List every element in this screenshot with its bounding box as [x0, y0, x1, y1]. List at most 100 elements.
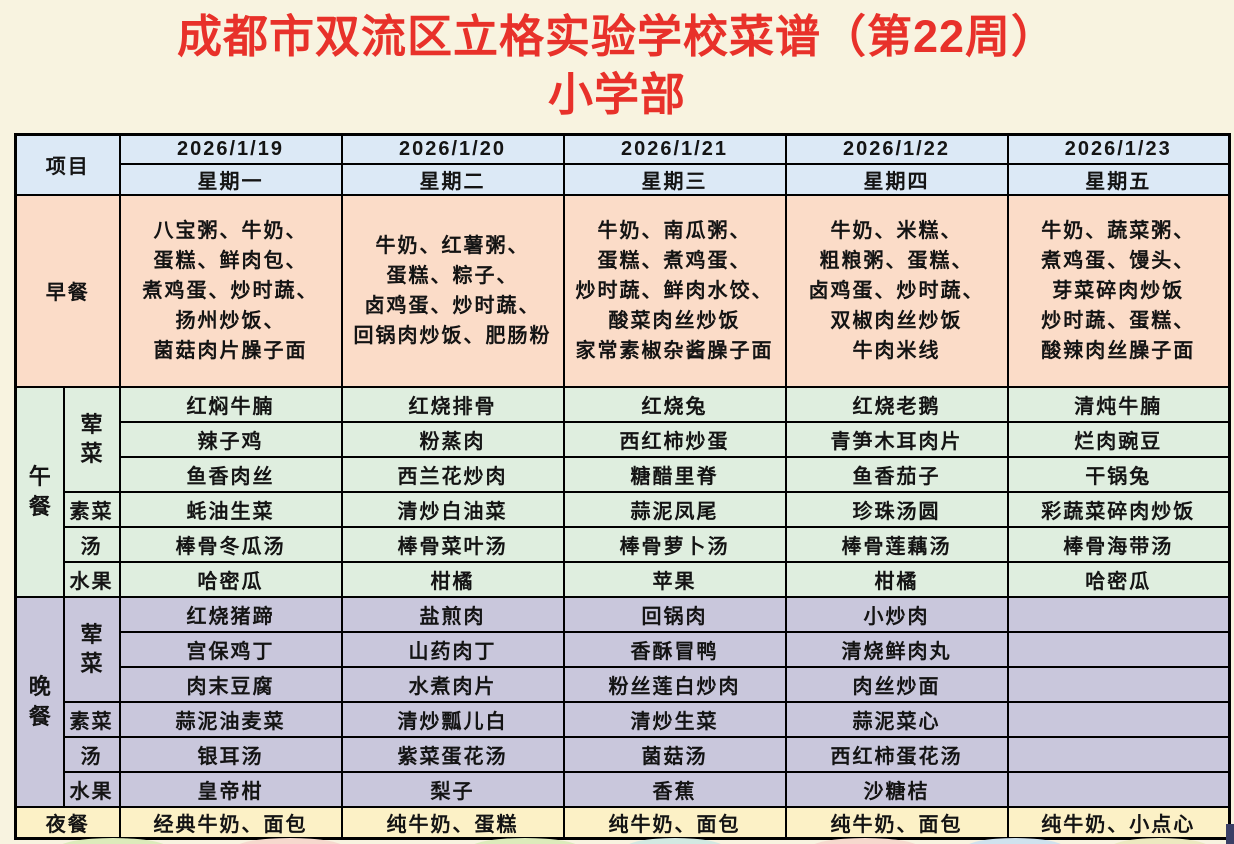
breakfast-cell-thu: 牛奶、米糕、 粗粮粥、蛋糕、 卤鸡蛋、炒时蔬、 双椒肉丝炒饭 牛肉米线: [784, 193, 1009, 388]
dish-cell: [1006, 665, 1231, 703]
dish-cell: [1006, 770, 1231, 808]
weekday-cell-tue: 星期二: [340, 162, 565, 196]
dish-cell: 青笋木耳肉片: [784, 420, 1009, 458]
dish-cell: 红烧猪蹄: [118, 595, 343, 633]
decor-shape: [625, 838, 725, 844]
dish-cell: 清炒白油菜: [340, 490, 565, 528]
dish-cell: 蚝油生菜: [118, 490, 343, 528]
corner-cell: 项目: [14, 133, 121, 196]
dish-cell: 西红柿炒蛋: [562, 420, 787, 458]
dish-cell: 水煮肉片: [340, 665, 565, 703]
menu-table: 项目 2026/1/19 2026/1/20 2026/1/21 2026/1/…: [14, 133, 1231, 840]
dinner-meat-label: 荤菜: [62, 595, 121, 703]
breakfast-label: 早餐: [14, 193, 121, 388]
night-cell-tue: 纯牛奶、蛋糕: [340, 805, 565, 840]
dish-cell: 糖醋里脊: [562, 455, 787, 493]
date-cell-thu: 2026/1/22: [784, 133, 1009, 165]
date-cell-tue: 2026/1/20: [340, 133, 565, 165]
dish-cell: 清炒生菜: [562, 700, 787, 738]
lunch-fruit-label: 水果: [62, 560, 121, 598]
dish-cell: 干锅兔: [1006, 455, 1231, 493]
dish-cell: 哈密瓜: [1006, 560, 1231, 598]
weekday-cell-thu: 星期四: [784, 162, 1009, 196]
dish-cell: 红焖牛腩: [118, 385, 343, 423]
dish-cell: 柑橘: [340, 560, 565, 598]
lunch-meat-label: 荤菜: [62, 385, 121, 493]
decor-shape: [58, 838, 168, 844]
date-cell-wed: 2026/1/21: [562, 133, 787, 165]
dish-cell: 蒜泥凤尾: [562, 490, 787, 528]
night-cell-thu: 纯牛奶、面包: [784, 805, 1009, 840]
dinner-veg-label: 素菜: [62, 700, 121, 738]
dish-cell: 棒骨莲藕汤: [784, 525, 1009, 563]
page-title-line1: 成都市双流区立格实验学校菜谱（第22周）: [176, 11, 1058, 62]
dish-cell: 蒜泥菜心: [784, 700, 1009, 738]
dish-cell: 清炒瓢儿白: [340, 700, 565, 738]
dish-cell: 盐煎肉: [340, 595, 565, 633]
decor-shape: [1226, 824, 1234, 844]
page-title-line2: 小学部: [547, 68, 686, 120]
dish-cell: 皇帝柑: [118, 770, 343, 808]
dish-cell: 香蕉: [562, 770, 787, 808]
dish-cell: 沙糖桔: [784, 770, 1009, 808]
dish-cell: 红烧排骨: [340, 385, 565, 423]
dish-cell: 清烧鲜肉丸: [784, 630, 1009, 668]
dish-cell: [1006, 595, 1231, 633]
dish-cell: 香酥冒鸭: [562, 630, 787, 668]
dish-cell: 棒骨萝卜汤: [562, 525, 787, 563]
night-cell-mon: 经典牛奶、面包: [118, 805, 343, 840]
dish-cell: 菌菇汤: [562, 735, 787, 773]
decor-shape: [1110, 838, 1210, 844]
dish-cell: [1006, 630, 1231, 668]
decor-shape: [470, 838, 580, 844]
dinner-fruit-label: 水果: [62, 770, 121, 808]
dinner-soup-label: 汤: [62, 735, 121, 773]
dish-cell: 回锅肉: [562, 595, 787, 633]
weekday-cell-wed: 星期三: [562, 162, 787, 196]
dish-cell: 棒骨海带汤: [1006, 525, 1231, 563]
night-cell-fri: 纯牛奶、小点心: [1006, 805, 1231, 840]
dish-cell: [1006, 735, 1231, 773]
dish-cell: 西红柿蛋花汤: [784, 735, 1009, 773]
breakfast-cell-fri: 牛奶、蔬菜粥、 煮鸡蛋、馒头、 芽菜碎肉炒饭 炒时蔬、蛋糕、 酸辣肉丝臊子面: [1006, 193, 1231, 388]
dish-cell: 红烧老鹅: [784, 385, 1009, 423]
dish-cell: 柑橘: [784, 560, 1009, 598]
lunch-veg-label: 素菜: [62, 490, 121, 528]
weekday-cell-fri: 星期五: [1006, 162, 1231, 196]
dish-cell: 辣子鸡: [118, 420, 343, 458]
lunch-label: 午餐: [14, 385, 65, 598]
dish-cell: 紫菜蛋花汤: [340, 735, 565, 773]
dish-cell: 山药肉丁: [340, 630, 565, 668]
page-title: 成都市双流区立格实验学校菜谱（第22周） 小学部: [0, 0, 1234, 123]
dish-cell: 彩蔬菜碎肉炒饭: [1006, 490, 1231, 528]
dish-cell: 西兰花炒肉: [340, 455, 565, 493]
date-cell-fri: 2026/1/23: [1006, 133, 1231, 165]
dish-cell: 苹果: [562, 560, 787, 598]
dish-cell: 哈密瓜: [118, 560, 343, 598]
dish-cell: 红烧兔: [562, 385, 787, 423]
night-label: 夜餐: [14, 805, 121, 840]
dish-cell: [1006, 700, 1231, 738]
dish-cell: 棒骨菜叶汤: [340, 525, 565, 563]
date-cell-mon: 2026/1/19: [118, 133, 343, 165]
dinner-label: 晚餐: [14, 595, 65, 808]
dish-cell: 烂肉豌豆: [1006, 420, 1231, 458]
dish-cell: 清炖牛腩: [1006, 385, 1231, 423]
dish-cell: 肉丝炒面: [784, 665, 1009, 703]
weekday-cell-mon: 星期一: [118, 162, 343, 196]
breakfast-cell-tue: 牛奶、红薯粥、 蛋糕、粽子、 卤鸡蛋、炒时蔬、 回锅肉炒饭、肥肠粉: [340, 193, 565, 388]
dish-cell: 珍珠汤圆: [784, 490, 1009, 528]
breakfast-cell-mon: 八宝粥、牛奶、 蛋糕、鲜肉包、 煮鸡蛋、炒时蔬、 扬州炒饭、 菌菇肉片臊子面: [118, 193, 343, 388]
dish-cell: 鱼香肉丝: [118, 455, 343, 493]
dish-cell: 银耳汤: [118, 735, 343, 773]
dish-cell: 鱼香茄子: [784, 455, 1009, 493]
decor-shape: [810, 838, 920, 844]
night-cell-wed: 纯牛奶、面包: [562, 805, 787, 840]
breakfast-cell-wed: 牛奶、南瓜粥、 蛋糕、煮鸡蛋、 炒时蔬、鲜肉水饺、 酸菜肉丝炒饭 家常素椒杂酱臊…: [562, 193, 787, 388]
dish-cell: 蒜泥油麦菜: [118, 700, 343, 738]
dish-cell: 棒骨冬瓜汤: [118, 525, 343, 563]
lunch-soup-label: 汤: [62, 525, 121, 563]
decor-shape: [235, 838, 345, 844]
dish-cell: 粉丝莲白炒肉: [562, 665, 787, 703]
